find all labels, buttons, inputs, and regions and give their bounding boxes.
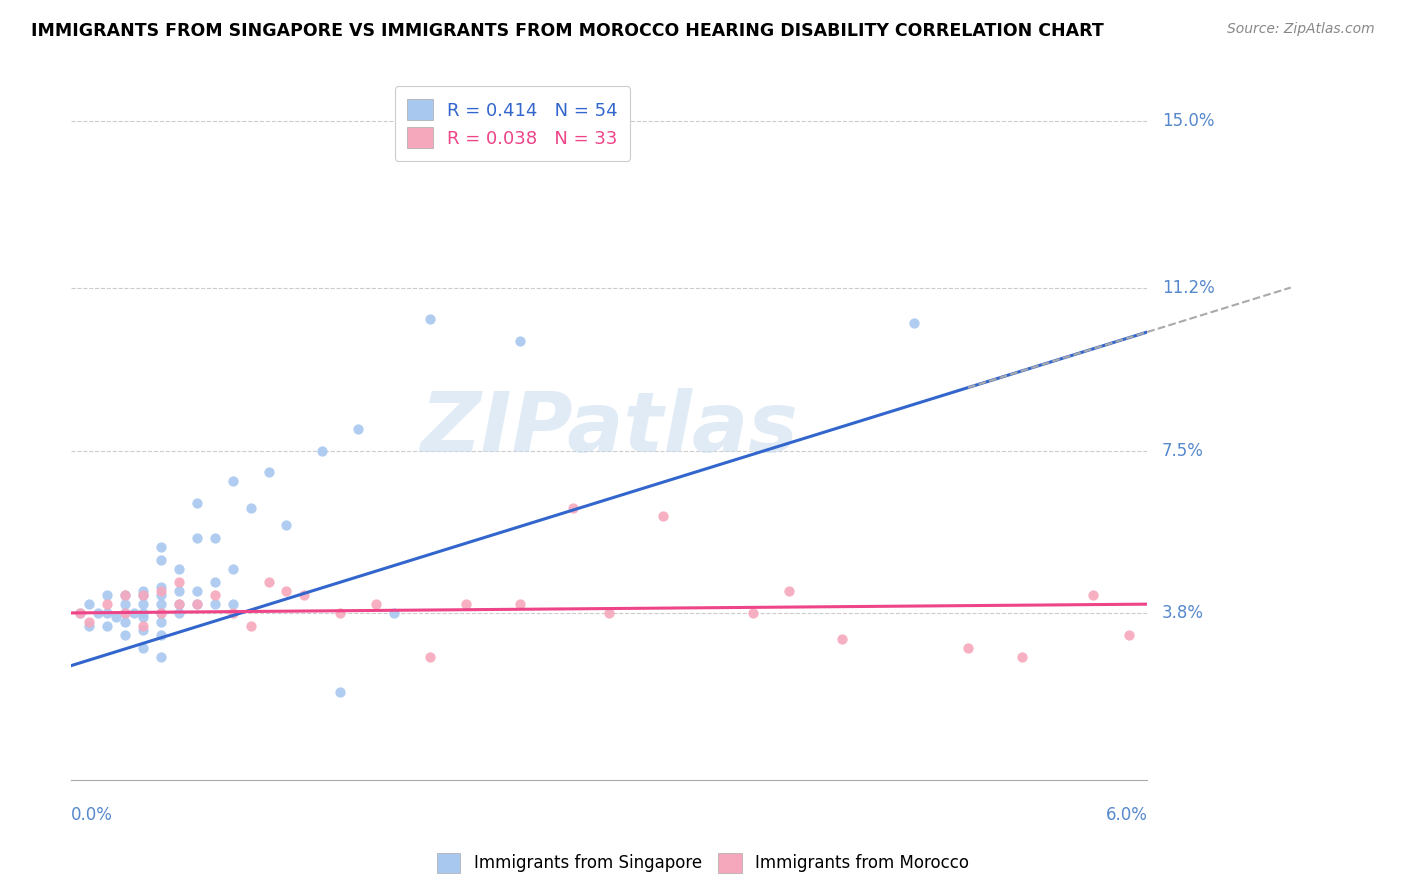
Point	[1118, 628, 1140, 642]
Point	[221, 475, 243, 489]
Point	[329, 685, 352, 699]
Point	[96, 619, 118, 633]
Text: 6.0%: 6.0%	[1105, 806, 1147, 824]
Point	[167, 597, 190, 611]
Point	[204, 588, 226, 602]
Point	[311, 443, 333, 458]
Point	[149, 580, 172, 594]
Point	[149, 606, 172, 620]
Point	[329, 606, 352, 620]
Text: 3.8%: 3.8%	[1161, 604, 1204, 622]
Point	[221, 606, 243, 620]
Point	[167, 606, 190, 620]
Point	[382, 606, 405, 620]
Point	[132, 588, 155, 602]
Point	[132, 597, 155, 611]
Point	[96, 588, 118, 602]
Point	[186, 496, 208, 510]
Point	[239, 500, 262, 515]
Text: ZIPatlas: ZIPatlas	[420, 388, 799, 469]
Point	[652, 509, 675, 524]
Point	[77, 615, 100, 629]
Point	[114, 606, 136, 620]
Point	[221, 597, 243, 611]
Point	[132, 610, 155, 624]
Point	[239, 619, 262, 633]
Point	[77, 597, 100, 611]
Legend: Immigrants from Singapore, Immigrants from Morocco: Immigrants from Singapore, Immigrants fr…	[430, 847, 976, 880]
Point	[509, 334, 531, 348]
Text: 15.0%: 15.0%	[1161, 112, 1215, 130]
Point	[122, 606, 145, 620]
Point	[149, 588, 172, 602]
Point	[221, 562, 243, 576]
Point	[598, 606, 620, 620]
Point	[1011, 649, 1033, 664]
Point	[778, 584, 800, 599]
Point	[96, 606, 118, 620]
Point	[132, 619, 155, 633]
Point	[114, 606, 136, 620]
Point	[257, 466, 280, 480]
Text: 0.0%: 0.0%	[72, 806, 112, 824]
Point	[562, 500, 585, 515]
Point	[105, 610, 128, 624]
Point	[204, 531, 226, 545]
Point	[149, 553, 172, 567]
Point	[204, 597, 226, 611]
Point	[186, 597, 208, 611]
Point	[167, 562, 190, 576]
Point	[69, 606, 91, 620]
Text: 7.5%: 7.5%	[1161, 442, 1204, 459]
Text: Source: ZipAtlas.com: Source: ZipAtlas.com	[1227, 22, 1375, 37]
Legend: R = 0.414   N = 54, R = 0.038   N = 33: R = 0.414 N = 54, R = 0.038 N = 33	[395, 87, 630, 161]
Point	[186, 531, 208, 545]
Point	[347, 421, 370, 435]
Point	[149, 606, 172, 620]
Point	[87, 606, 110, 620]
Text: 11.2%: 11.2%	[1161, 279, 1215, 297]
Point	[132, 606, 155, 620]
Point	[276, 518, 298, 533]
Point	[167, 584, 190, 599]
Point	[132, 624, 155, 638]
Point	[454, 597, 477, 611]
Point	[149, 540, 172, 554]
Point	[132, 584, 155, 599]
Point	[186, 597, 208, 611]
Point	[132, 641, 155, 656]
Point	[366, 597, 388, 611]
Point	[132, 588, 155, 602]
Point	[257, 575, 280, 590]
Point	[114, 615, 136, 629]
Point	[419, 649, 441, 664]
Point	[204, 575, 226, 590]
Point	[77, 619, 100, 633]
Point	[149, 584, 172, 599]
Point	[509, 597, 531, 611]
Point	[114, 588, 136, 602]
Point	[69, 606, 91, 620]
Point	[956, 641, 979, 656]
Point	[831, 632, 853, 647]
Point	[114, 588, 136, 602]
Point	[741, 606, 763, 620]
Point	[149, 649, 172, 664]
Point	[276, 584, 298, 599]
Point	[419, 311, 441, 326]
Point	[167, 575, 190, 590]
Point	[167, 597, 190, 611]
Point	[114, 597, 136, 611]
Point	[186, 584, 208, 599]
Point	[149, 597, 172, 611]
Point	[114, 628, 136, 642]
Text: IMMIGRANTS FROM SINGAPORE VS IMMIGRANTS FROM MOROCCO HEARING DISABILITY CORRELAT: IMMIGRANTS FROM SINGAPORE VS IMMIGRANTS …	[31, 22, 1104, 40]
Point	[149, 615, 172, 629]
Point	[1083, 588, 1105, 602]
Point	[96, 597, 118, 611]
Point	[903, 316, 925, 330]
Point	[149, 628, 172, 642]
Point	[292, 588, 315, 602]
